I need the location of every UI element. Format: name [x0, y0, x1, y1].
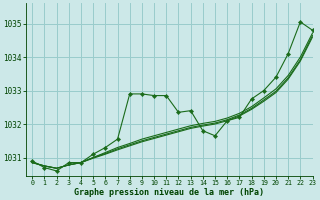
X-axis label: Graphe pression niveau de la mer (hPa): Graphe pression niveau de la mer (hPa): [74, 188, 264, 197]
